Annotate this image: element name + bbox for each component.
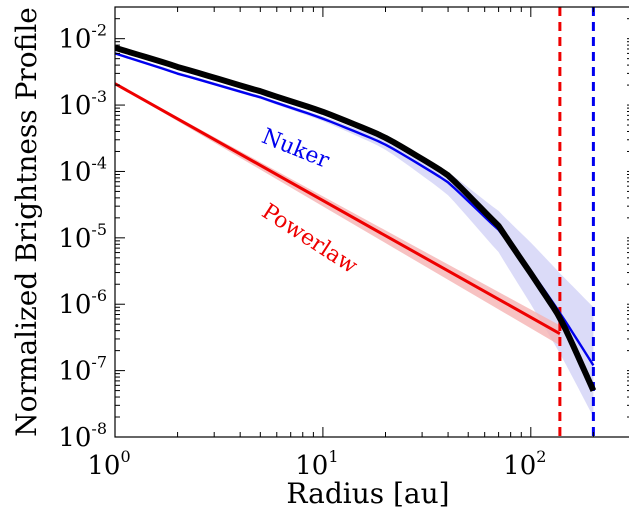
x-tick-label-2: 102	[503, 447, 546, 481]
x-tick-label-base: 10	[87, 451, 120, 481]
y-tick-label--7: 10-7	[58, 353, 107, 387]
y-tick-label-exp: -6	[91, 286, 107, 305]
y-axis-label: Normalized Brightness Profile	[10, 7, 43, 437]
y-tick-label-exp: -7	[91, 353, 107, 372]
y-tick-label-base: 10	[58, 91, 91, 121]
y-tick-label-base: 10	[58, 25, 91, 55]
y-tick-label-base: 10	[58, 224, 91, 254]
y-tick-label--2: 10-2	[58, 21, 107, 55]
y-tick-label-base: 10	[58, 423, 91, 453]
y-tick-label-exp: -4	[91, 153, 107, 172]
y-tick-label-exp: -2	[91, 21, 107, 40]
y-tick-label-exp: -8	[91, 419, 107, 438]
x-tick-label-exp: 0	[120, 447, 130, 466]
x-tick-label-base: 10	[503, 451, 536, 481]
y-tick-label-base: 10	[58, 157, 91, 187]
x-tick-label-0: 100	[87, 447, 130, 481]
y-tick-label--3: 10-3	[58, 87, 107, 121]
y-tick-label-base: 10	[58, 357, 91, 387]
y-tick-label--5: 10-5	[58, 220, 107, 254]
y-tick-label--6: 10-6	[58, 286, 107, 320]
plot-frame	[114, 6, 629, 438]
y-tick-label-exp: -5	[91, 220, 107, 239]
powerlaw-uncertainty-band	[115, 82, 560, 346]
x-tick-label-exp: 1	[328, 447, 338, 466]
x-tick-label-exp: 2	[536, 447, 546, 466]
x-tick-label-1: 101	[295, 447, 338, 481]
x-tick-label-base: 10	[295, 451, 328, 481]
x-axis-label: Radius [au]	[286, 477, 449, 508]
y-tick-label--8: 10-8	[58, 419, 107, 453]
y-tick-label-exp: -3	[91, 87, 107, 106]
powerlaw-line	[115, 82, 561, 335]
nuker-uncertainty-band	[115, 52, 594, 418]
y-tick-label-base: 10	[58, 290, 91, 320]
black-line	[115, 44, 597, 392]
y-tick-label--4: 10-4	[58, 153, 107, 187]
